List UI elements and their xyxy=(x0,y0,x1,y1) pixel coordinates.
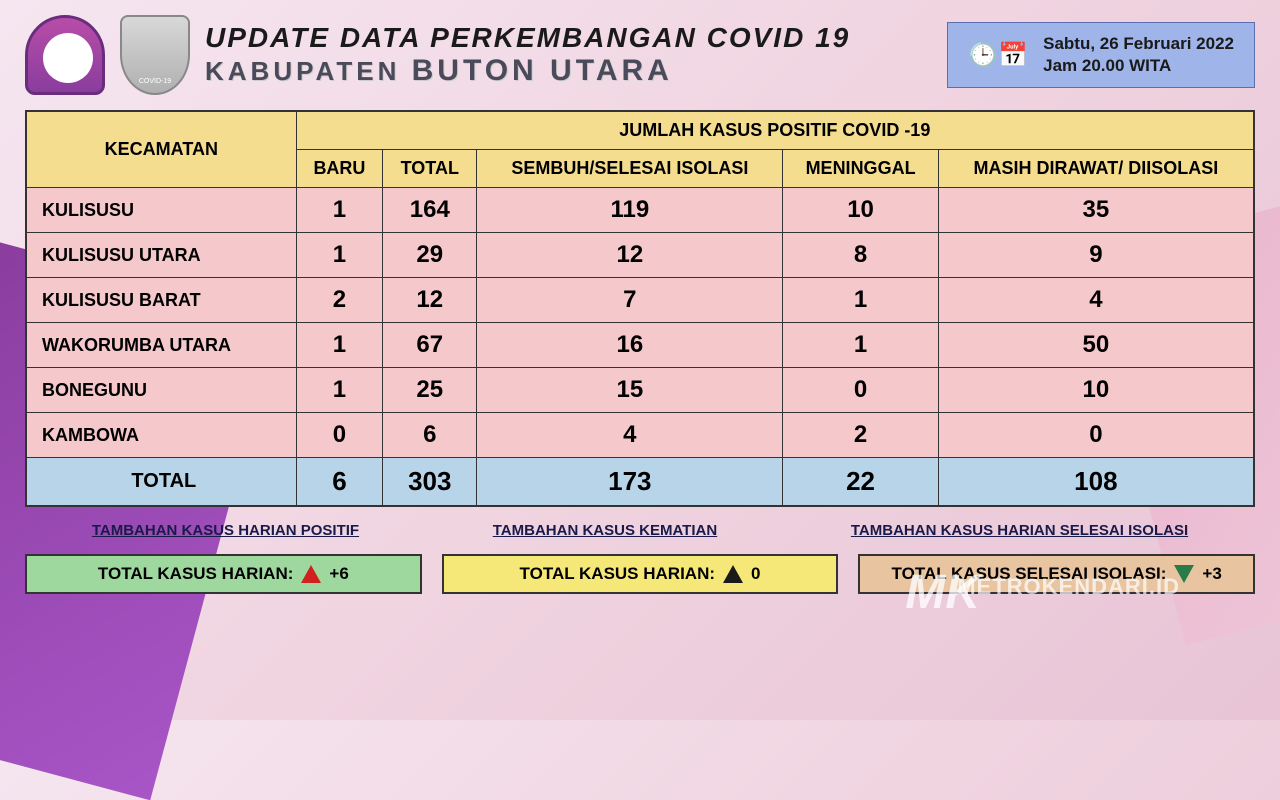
box1-value: +6 xyxy=(329,564,348,584)
clock-calendar-icon: 🕒📅 xyxy=(968,41,1028,70)
total-meninggal: 22 xyxy=(783,458,938,507)
total-sembuh: 173 xyxy=(477,458,783,507)
triangle-up-red-icon xyxy=(301,565,321,583)
footer-link-positif: TAMBAHAN KASUS HARIAN POSITIF xyxy=(92,522,359,539)
cell-sembuh: 15 xyxy=(477,368,783,413)
cell-total: 25 xyxy=(383,368,477,413)
row-name: KULISUSU UTARA xyxy=(26,233,296,278)
cell-meninggal: 1 xyxy=(783,278,938,323)
covid-data-table: KECAMATAN JUMLAH KASUS POSITIF COVID -19… xyxy=(25,110,1255,507)
row-name: KULISUSU BARAT xyxy=(26,278,296,323)
cell-baru: 0 xyxy=(296,413,383,458)
cell-baru: 1 xyxy=(296,233,383,278)
box1-label: TOTAL KASUS HARIAN: xyxy=(98,564,294,584)
cell-dirawat: 0 xyxy=(938,413,1254,458)
total-label: TOTAL xyxy=(26,458,296,507)
cell-total: 164 xyxy=(383,188,477,233)
cell-sembuh: 12 xyxy=(477,233,783,278)
regency-logo xyxy=(25,15,105,95)
cell-total: 12 xyxy=(383,278,477,323)
date-box: 🕒📅 Sabtu, 26 Februari 2022 Jam 20.00 WIT… xyxy=(947,22,1255,88)
cell-meninggal: 2 xyxy=(783,413,938,458)
cell-sembuh: 119 xyxy=(477,188,783,233)
col-dirawat: MASIH DIRAWAT/ DIISOLASI xyxy=(938,150,1254,188)
cell-meninggal: 1 xyxy=(783,323,938,368)
cell-baru: 1 xyxy=(296,188,383,233)
row-name: KULISUSU xyxy=(26,188,296,233)
table-row: KULISUSU BARAT212714 xyxy=(26,278,1254,323)
col-group-header: JUMLAH KASUS POSITIF COVID -19 xyxy=(296,111,1254,150)
box2-value: 0 xyxy=(751,564,760,584)
row-name: KAMBOWA xyxy=(26,413,296,458)
row-name: BONEGUNU xyxy=(26,368,296,413)
cell-total: 29 xyxy=(383,233,477,278)
cell-dirawat: 9 xyxy=(938,233,1254,278)
cell-meninggal: 0 xyxy=(783,368,938,413)
cell-baru: 1 xyxy=(296,323,383,368)
footer-link-isolasi: TAMBAHAN KASUS HARIAN SELESAI ISOLASI xyxy=(851,522,1188,539)
cell-dirawat: 50 xyxy=(938,323,1254,368)
subtitle-prefix: KABUPATEN xyxy=(205,56,400,86)
cell-dirawat: 35 xyxy=(938,188,1254,233)
total-baru: 6 xyxy=(296,458,383,507)
time-line: Jam 20.00 WITA xyxy=(1043,55,1234,77)
cell-baru: 1 xyxy=(296,368,383,413)
watermark-text: METROKENDARI.ID xyxy=(957,574,1180,600)
page-title: UPDATE DATA PERKEMBANGAN COVID 19 xyxy=(205,22,932,54)
table-row: BONEGUNU12515010 xyxy=(26,368,1254,413)
table-row: KULISUSU UTARA1291289 xyxy=(26,233,1254,278)
cell-meninggal: 10 xyxy=(783,188,938,233)
triangle-up-black-icon xyxy=(723,565,743,583)
cell-dirawat: 4 xyxy=(938,278,1254,323)
covid-taskforce-logo: COVID-19 xyxy=(120,15,190,95)
cell-total: 6 xyxy=(383,413,477,458)
row-name: WAKORUMBA UTARA xyxy=(26,323,296,368)
page-subtitle: KABUPATEN BUTON UTARA xyxy=(205,54,932,88)
col-total: TOTAL xyxy=(383,150,477,188)
table-row: WAKORUMBA UTARA16716150 xyxy=(26,323,1254,368)
table-total-row: TOTAL630317322108 xyxy=(26,458,1254,507)
summary-box-kematian: TOTAL KASUS HARIAN: 0 xyxy=(442,554,839,594)
header: COVID-19 UPDATE DATA PERKEMBANGAN COVID … xyxy=(25,15,1255,95)
cell-total: 67 xyxy=(383,323,477,368)
box3-value: +3 xyxy=(1202,564,1221,584)
summary-box-positif: TOTAL KASUS HARIAN: +6 xyxy=(25,554,422,594)
footer-link-kematian: TAMBAHAN KASUS KEMATIAN xyxy=(493,522,717,539)
col-baru: BARU xyxy=(296,150,383,188)
cell-sembuh: 16 xyxy=(477,323,783,368)
cell-meninggal: 8 xyxy=(783,233,938,278)
subtitle-main: BUTON UTARA xyxy=(412,54,673,87)
date-line: Sabtu, 26 Februari 2022 xyxy=(1043,33,1234,55)
cell-dirawat: 10 xyxy=(938,368,1254,413)
table-row: KULISUSU11641191035 xyxy=(26,188,1254,233)
cell-sembuh: 4 xyxy=(477,413,783,458)
total-total: 303 xyxy=(383,458,477,507)
col-sembuh: SEMBUH/SELESAI ISOLASI xyxy=(477,150,783,188)
box2-label: TOTAL KASUS HARIAN: xyxy=(520,564,716,584)
table-row: KAMBOWA06420 xyxy=(26,413,1254,458)
col-kecamatan: KECAMATAN xyxy=(26,111,296,188)
cell-sembuh: 7 xyxy=(477,278,783,323)
footer-links: TAMBAHAN KASUS HARIAN POSITIF TAMBAHAN K… xyxy=(25,522,1255,539)
total-dirawat: 108 xyxy=(938,458,1254,507)
cell-baru: 2 xyxy=(296,278,383,323)
col-meninggal: MENINGGAL xyxy=(783,150,938,188)
